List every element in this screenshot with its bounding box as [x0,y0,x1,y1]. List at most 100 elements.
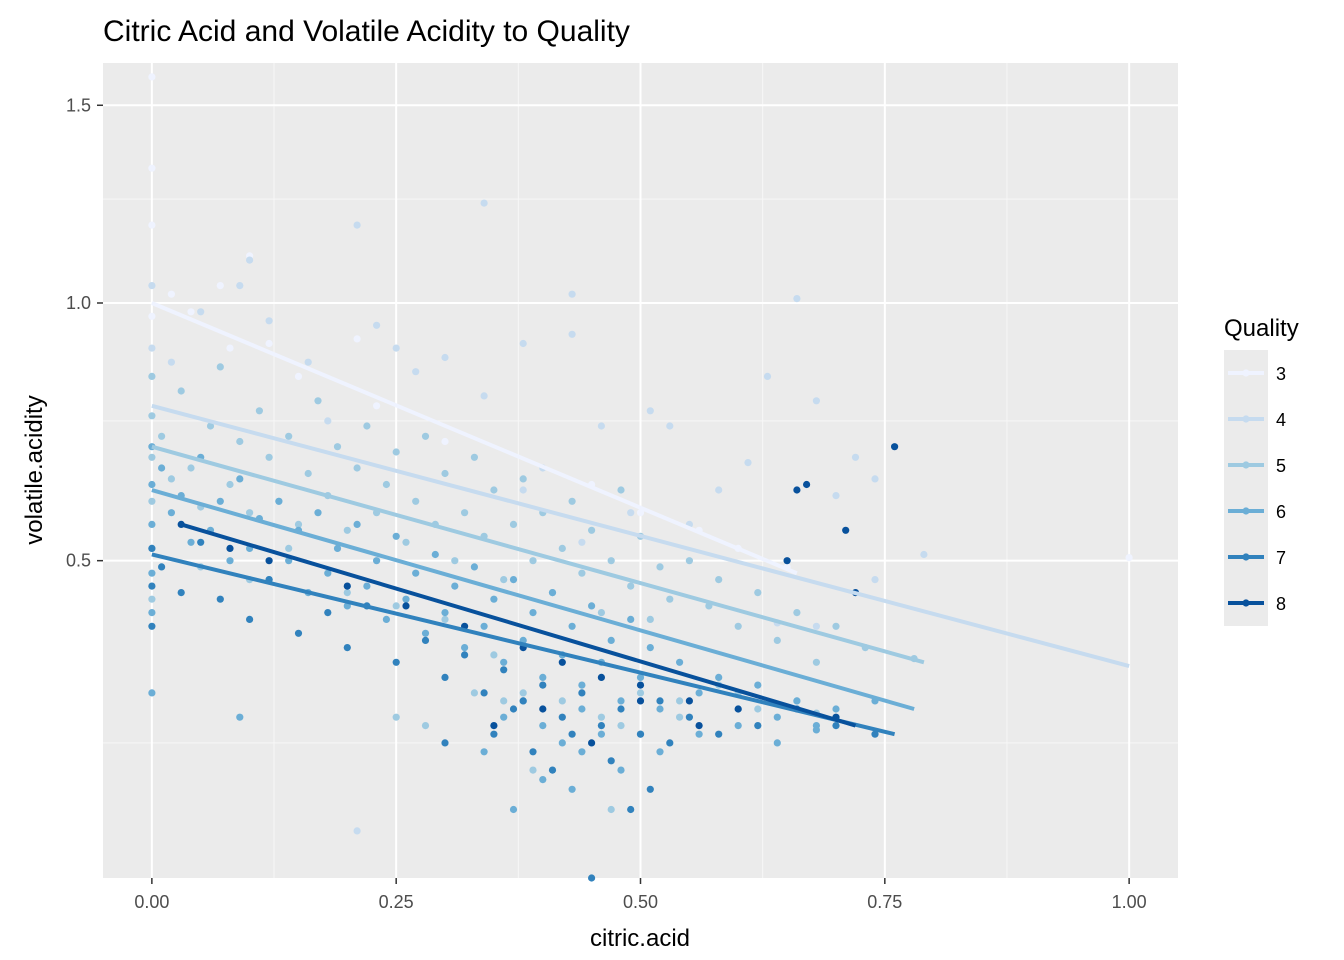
data-point-q6 [167,509,175,517]
data-point-q3 [294,372,303,380]
data-point-q6 [392,532,400,540]
data-point-q5 [558,697,566,705]
data-point-q6 [568,785,576,793]
data-point-q4 [763,372,772,380]
data-point-q6 [324,569,332,577]
data-point-q5 [148,595,156,603]
data-point-q8 [636,681,645,689]
data-point-q6 [480,622,488,630]
trend-line-q3 [151,301,798,576]
data-point-q6 [539,722,547,730]
data-point-q6 [656,705,664,713]
legend: Quality 3 4 5 6 7 8 [1224,315,1299,626]
data-point-q5 [568,497,576,505]
data-point-q6 [607,636,615,645]
data-point-q7 [588,874,596,882]
data-point-q3 [216,282,224,290]
y-tick-label: 0.5 [66,551,91,571]
data-point-q7 [627,805,635,814]
data-point-q3 [187,308,195,316]
legend-label: 4 [1276,410,1286,430]
data-point-q6 [461,644,469,652]
data-point-q5 [646,615,654,624]
data-point-q5 [461,509,469,517]
legend-key-point [1242,507,1250,515]
data-point-q6 [236,713,244,721]
data-point-q4 [715,486,723,494]
data-point-q5 [333,443,342,451]
data-point-q8 [636,697,645,705]
data-point-q5 [167,475,175,483]
data-point-q6 [588,602,596,610]
data-point-q4 [519,339,527,348]
data-point-q4 [666,422,674,430]
data-point-q7 [461,651,469,659]
data-point-q4 [412,368,420,376]
data-point-q6 [314,509,322,517]
data-point-q5 [607,557,615,565]
data-point-q6 [656,748,664,756]
data-point-q5 [392,713,400,721]
data-point-q6 [236,475,244,483]
data-point-q6 [431,550,439,559]
legend-key-background [1224,350,1268,626]
data-point-q4 [441,353,449,362]
data-point-q5 [793,609,801,617]
data-point-q6 [695,730,703,738]
x-axis-title: citric.acid [590,925,690,952]
data-point-q8 [597,673,606,682]
data-point-q6 [627,615,635,624]
data-point-q3 [636,509,645,517]
data-point-q6 [470,563,478,571]
data-point-q5 [470,689,478,697]
data-point-q4 [597,422,606,430]
data-point-q5 [627,582,635,590]
data-point-q6 [578,705,586,713]
data-point-q7 [441,673,449,682]
data-point-q4 [851,453,860,461]
data-point-q6 [548,589,557,597]
trend-line-q8 [180,522,857,728]
legend-items: 3 4 5 6 7 8 [1224,350,1286,626]
data-point-q5 [490,651,498,659]
data-point-q7 [617,705,625,713]
data-point-q8 [783,557,791,565]
data-point-q5 [412,497,420,505]
data-point-q5 [529,766,537,774]
data-point-q7 [421,636,430,645]
x-tick-label: 0.00 [134,892,169,912]
data-point-q3 [148,73,156,81]
data-point-q7 [441,739,449,747]
data-point-q7 [197,538,205,546]
trend-lines [151,301,1130,737]
data-point-q4 [392,344,400,352]
data-point-q5 [255,407,263,415]
data-point-q6 [148,480,156,489]
data-point-q5 [236,437,244,446]
data-point-q7 [519,697,527,705]
data-point-q3 [148,164,156,172]
data-point-q5 [148,372,156,380]
data-point-q4 [627,509,635,517]
data-point-q4 [812,622,821,630]
data-point-q6 [754,681,762,689]
data-point-q5 [206,422,215,430]
data-point-q6 [676,658,684,666]
data-point-q7 [832,722,840,730]
legend-label: 5 [1276,456,1286,476]
data-point-q8 [891,443,899,451]
trend-line-q5 [151,444,925,665]
data-point-q7 [529,748,537,756]
data-point-q5 [754,705,762,713]
data-point-q4 [353,221,361,229]
data-point-q5 [314,397,322,405]
data-point-q5 [402,538,410,546]
data-point-q8 [793,486,801,494]
data-point-q8 [265,557,273,565]
data-point-q5 [617,486,625,494]
data-point-q7 [754,722,762,730]
data-point-q4 [373,321,381,329]
data-point-q5 [685,557,694,565]
data-point-q6 [148,689,156,697]
